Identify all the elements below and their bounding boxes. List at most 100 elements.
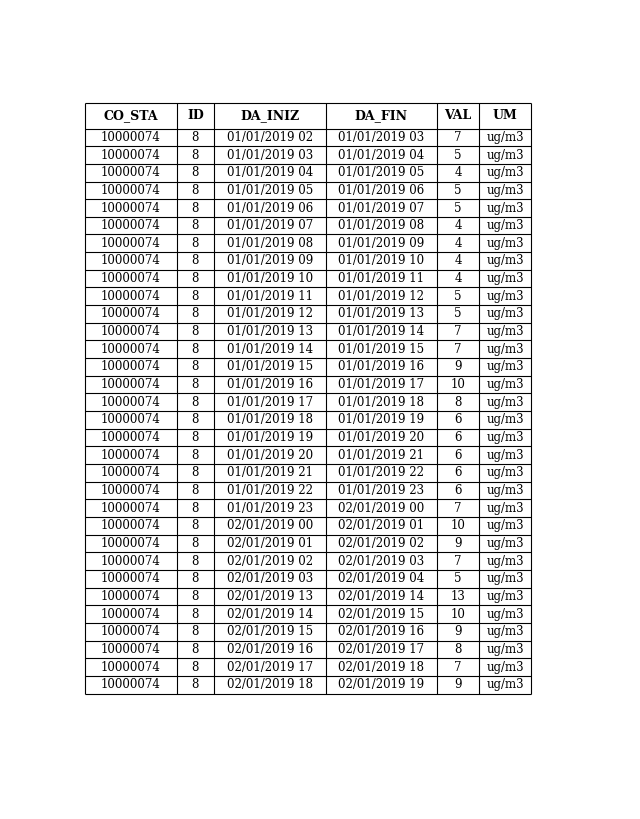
Text: 8: 8 [191, 378, 199, 391]
Text: ug/m3: ug/m3 [486, 643, 524, 656]
Text: ug/m3: ug/m3 [486, 360, 524, 373]
Text: 01/01/2019 09: 01/01/2019 09 [338, 237, 424, 250]
Text: 01/01/2019 14: 01/01/2019 14 [227, 343, 313, 355]
Text: 02/01/2019 18: 02/01/2019 18 [227, 678, 313, 691]
Text: 10000074: 10000074 [101, 678, 161, 691]
Text: 01/01/2019 12: 01/01/2019 12 [339, 290, 424, 303]
Text: 8: 8 [191, 625, 199, 638]
Text: 8: 8 [191, 201, 199, 215]
Text: 02/01/2019 01: 02/01/2019 01 [339, 519, 424, 532]
Text: ug/m3: ug/m3 [486, 290, 524, 303]
Text: DA_INIZ: DA_INIZ [240, 110, 300, 122]
Text: 8: 8 [191, 431, 199, 444]
Text: ug/m3: ug/m3 [486, 148, 524, 161]
Text: 7: 7 [454, 554, 462, 568]
Text: 10000074: 10000074 [101, 661, 161, 673]
Text: 10000074: 10000074 [101, 484, 161, 497]
Text: 8: 8 [191, 343, 199, 355]
Text: ug/m3: ug/m3 [486, 166, 524, 179]
Text: 02/01/2019 17: 02/01/2019 17 [339, 643, 424, 656]
Text: 5: 5 [454, 290, 462, 303]
Text: ug/m3: ug/m3 [486, 378, 524, 391]
Text: 02/01/2019 02: 02/01/2019 02 [339, 537, 424, 550]
Text: 8: 8 [191, 255, 199, 268]
Text: ug/m3: ug/m3 [486, 396, 524, 409]
Text: 8: 8 [191, 183, 199, 197]
Text: 01/01/2019 15: 01/01/2019 15 [339, 343, 424, 355]
Text: 02/01/2019 15: 02/01/2019 15 [227, 625, 313, 638]
Text: 10000074: 10000074 [101, 307, 161, 320]
Text: 01/01/2019 16: 01/01/2019 16 [339, 360, 424, 373]
Text: 8: 8 [191, 661, 199, 673]
Text: 01/01/2019 02: 01/01/2019 02 [227, 131, 313, 144]
Text: 02/01/2019 00: 02/01/2019 00 [227, 519, 313, 532]
Text: 02/01/2019 04: 02/01/2019 04 [338, 572, 424, 586]
Text: 10000074: 10000074 [101, 272, 161, 285]
Text: 01/01/2019 13: 01/01/2019 13 [339, 307, 424, 320]
Text: 01/01/2019 05: 01/01/2019 05 [338, 166, 424, 179]
Text: 7: 7 [454, 325, 462, 338]
Text: ug/m3: ug/m3 [486, 255, 524, 268]
Text: 02/01/2019 14: 02/01/2019 14 [339, 590, 424, 603]
Text: 01/01/2019 07: 01/01/2019 07 [338, 201, 424, 215]
Text: 01/01/2019 15: 01/01/2019 15 [227, 360, 313, 373]
Text: 10000074: 10000074 [101, 414, 161, 427]
Text: 4: 4 [454, 166, 462, 179]
Text: 01/01/2019 13: 01/01/2019 13 [227, 325, 313, 338]
Text: 8: 8 [191, 519, 199, 532]
Text: 01/01/2019 22: 01/01/2019 22 [227, 484, 313, 497]
Text: 5: 5 [454, 183, 462, 197]
Text: 7: 7 [454, 131, 462, 144]
Text: 6: 6 [454, 431, 462, 444]
Text: ug/m3: ug/m3 [486, 608, 524, 621]
Text: 01/01/2019 21: 01/01/2019 21 [227, 466, 313, 479]
Text: 9: 9 [454, 678, 462, 691]
Text: ug/m3: ug/m3 [486, 219, 524, 232]
Text: 01/01/2019 20: 01/01/2019 20 [339, 431, 424, 444]
Text: 8: 8 [191, 166, 199, 179]
Text: 10000074: 10000074 [101, 325, 161, 338]
Text: 10000074: 10000074 [101, 572, 161, 586]
Text: 4: 4 [454, 255, 462, 268]
Text: 8: 8 [191, 590, 199, 603]
Text: 01/01/2019 08: 01/01/2019 08 [227, 237, 313, 250]
Text: ug/m3: ug/m3 [486, 554, 524, 568]
Text: CO_STA: CO_STA [104, 110, 158, 122]
Text: 10: 10 [451, 519, 466, 532]
Text: 5: 5 [454, 148, 462, 161]
Text: ug/m3: ug/m3 [486, 431, 524, 444]
Text: 10000074: 10000074 [101, 290, 161, 303]
Text: 10000074: 10000074 [101, 449, 161, 462]
Text: 02/01/2019 02: 02/01/2019 02 [227, 554, 313, 568]
Text: 01/01/2019 12: 01/01/2019 12 [227, 307, 313, 320]
Text: ug/m3: ug/m3 [486, 272, 524, 285]
Text: ug/m3: ug/m3 [486, 131, 524, 144]
Text: 01/01/2019 23: 01/01/2019 23 [227, 502, 313, 514]
Text: 10000074: 10000074 [101, 183, 161, 197]
Text: 01/01/2019 03: 01/01/2019 03 [227, 148, 313, 161]
Text: ug/m3: ug/m3 [486, 183, 524, 197]
Text: 01/01/2019 07: 01/01/2019 07 [227, 219, 313, 232]
Text: 6: 6 [454, 484, 462, 497]
Text: 02/01/2019 13: 02/01/2019 13 [227, 590, 313, 603]
Text: 10000074: 10000074 [101, 625, 161, 638]
Text: 7: 7 [454, 661, 462, 673]
Text: 01/01/2019 06: 01/01/2019 06 [338, 183, 424, 197]
Text: 10000074: 10000074 [101, 431, 161, 444]
Text: 01/01/2019 06: 01/01/2019 06 [227, 201, 313, 215]
Text: 10000074: 10000074 [101, 519, 161, 532]
Text: 10000074: 10000074 [101, 502, 161, 514]
Text: 8: 8 [191, 537, 199, 550]
Text: DA_FIN: DA_FIN [355, 110, 408, 122]
Text: 8: 8 [191, 449, 199, 462]
Text: 01/01/2019 17: 01/01/2019 17 [339, 378, 424, 391]
Text: ug/m3: ug/m3 [486, 678, 524, 691]
Text: 01/01/2019 11: 01/01/2019 11 [227, 290, 313, 303]
Text: 02/01/2019 19: 02/01/2019 19 [339, 678, 424, 691]
Text: VAL: VAL [445, 110, 472, 122]
Text: 10: 10 [451, 608, 466, 621]
Text: 4: 4 [454, 272, 462, 285]
Text: 8: 8 [191, 678, 199, 691]
Text: 02/01/2019 03: 02/01/2019 03 [338, 554, 424, 568]
Text: ug/m3: ug/m3 [486, 484, 524, 497]
